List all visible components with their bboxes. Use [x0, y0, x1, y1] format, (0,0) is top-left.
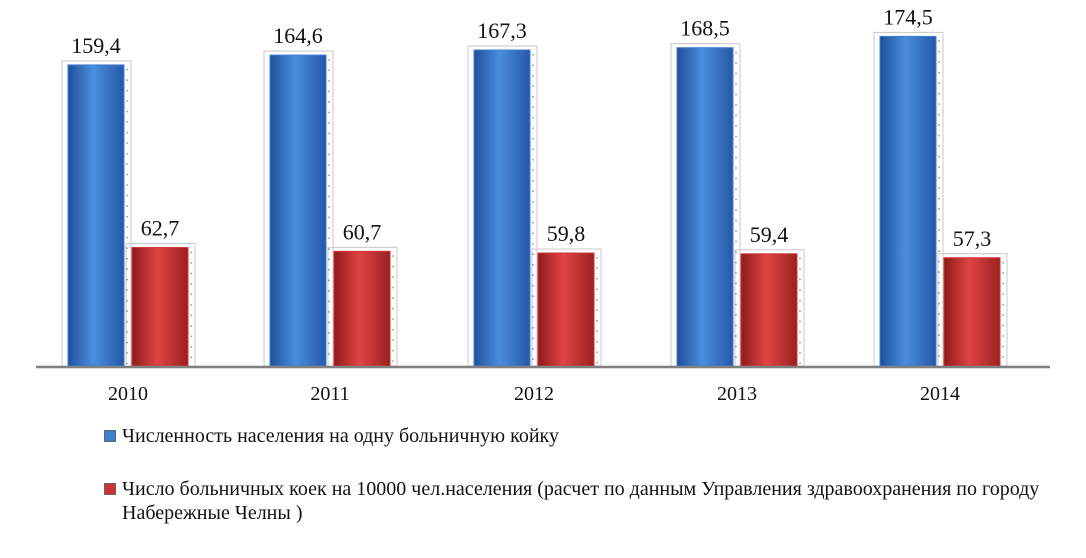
- data-label: 174,5: [883, 4, 933, 29]
- bar-beds-per-10000-2012: [537, 252, 595, 367]
- bar-population-per-bed-2014: [879, 35, 937, 367]
- legend-swatch-red: [104, 483, 116, 495]
- data-label: 62,7: [141, 216, 180, 241]
- data-label: 159,4: [71, 33, 121, 58]
- legend-swatch-blue: [104, 430, 116, 442]
- legend: Численность населения на одну больничную…: [104, 424, 1064, 554]
- bar-population-per-bed-2012: [473, 49, 531, 367]
- bar-beds-per-10000-2014: [943, 257, 1001, 367]
- x-tick-label: 2012: [514, 383, 554, 405]
- x-tick-label: 2014: [920, 383, 960, 405]
- x-tick-label: 2010: [108, 383, 148, 405]
- legend-item-series-2: Число больничных коек на 10000 чел.насел…: [104, 477, 1064, 525]
- bar-chart: 159,4 62,7 164,6 60,7 167,3 59,8 168,5 59,4 174,…: [36, 4, 1050, 405]
- legend-item-series-1: Численность населения на одну больничную…: [104, 424, 1064, 448]
- x-tick-label: 2011: [310, 383, 349, 405]
- legend-label-series-2: Число больничных коек на 10000 чел.насел…: [122, 478, 1040, 524]
- data-label: 164,6: [273, 23, 323, 48]
- bar-population-per-bed-2013: [676, 47, 734, 367]
- bar-beds-per-10000-2011: [333, 250, 391, 367]
- bar-population-per-bed-2011: [269, 54, 327, 367]
- data-label: 168,5: [680, 16, 730, 41]
- data-label: 59,4: [750, 222, 789, 247]
- data-label: 167,3: [477, 18, 527, 43]
- bar-beds-per-10000-2013: [740, 253, 798, 367]
- data-label: 57,3: [953, 226, 992, 251]
- x-tick-labels-group: 2010 2011 2012 2013 2014: [108, 383, 960, 405]
- legend-label-series-1: Численность населения на одну больничную…: [122, 425, 559, 447]
- data-label: 59,8: [547, 221, 586, 246]
- data-labels-group: 159,4 62,7 164,6 60,7 167,3 59,8 168,5 59,4 174,…: [71, 4, 991, 250]
- bar-population-per-bed-2010: [67, 64, 125, 367]
- bars-group: [61, 31, 1008, 367]
- data-label: 60,7: [343, 219, 382, 244]
- bar-beds-per-10000-2010: [131, 247, 189, 367]
- x-tick-label: 2013: [717, 383, 757, 405]
